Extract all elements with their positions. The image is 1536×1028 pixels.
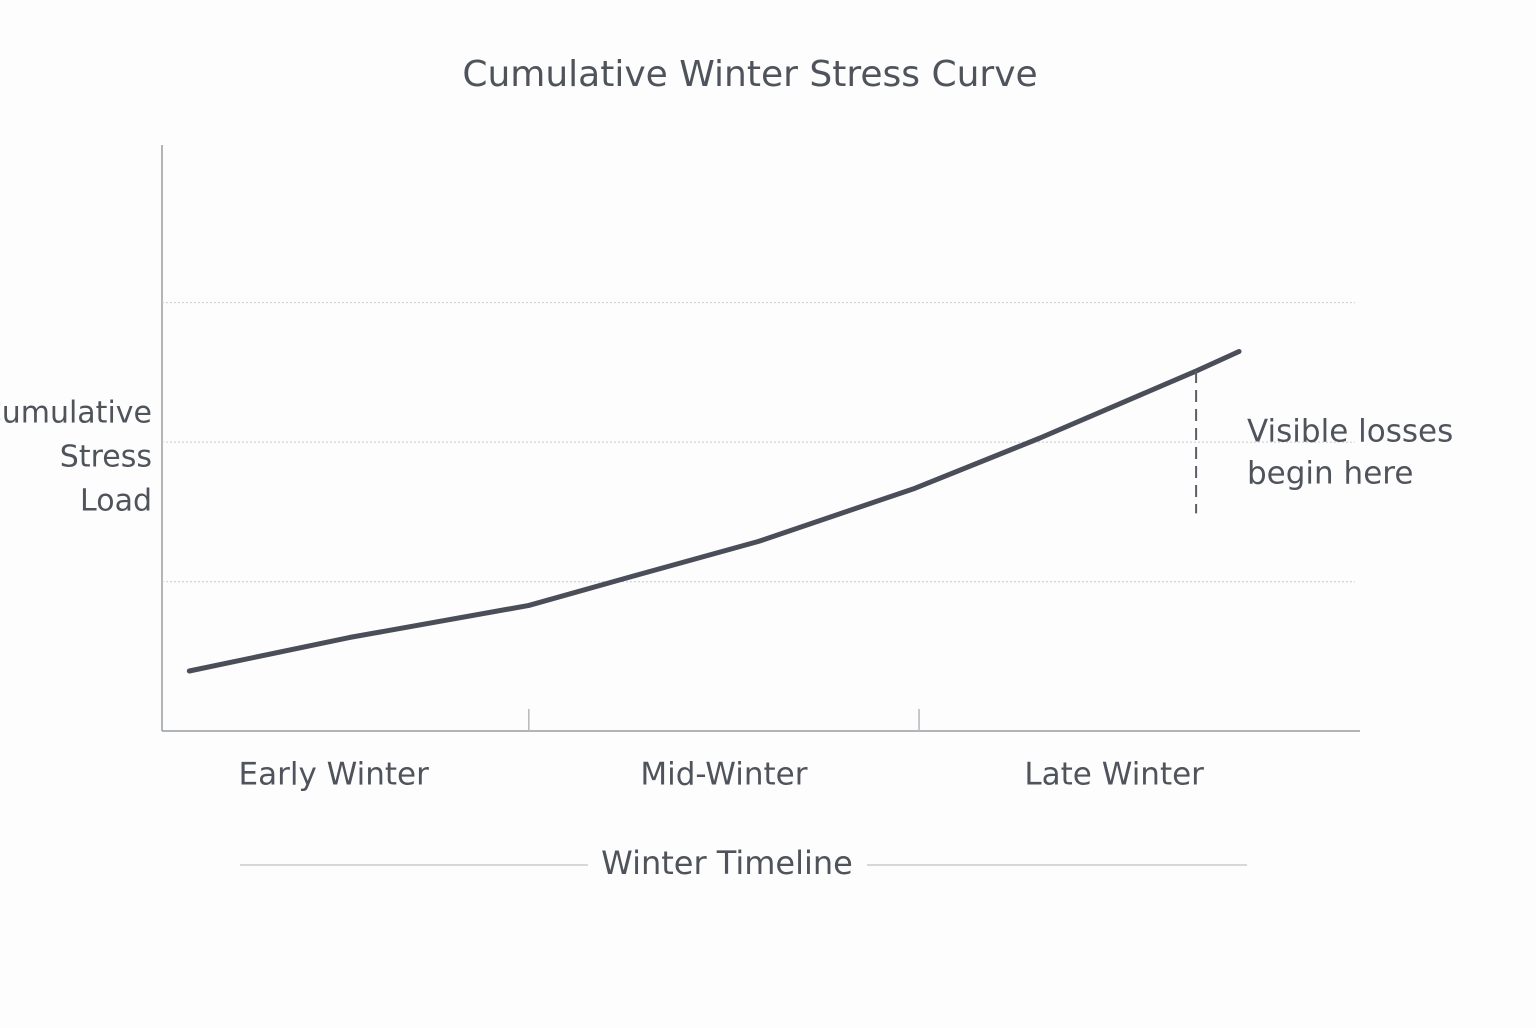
y-axis-title: Stress — [60, 440, 152, 475]
annotation-text: begin here — [1247, 456, 1413, 492]
annotation-text: Visible losses — [1247, 414, 1453, 450]
line — [186, 348, 1242, 674]
x-tick-label: Early Winter — [239, 757, 430, 793]
x-tick-label: Mid-Winter — [640, 757, 807, 793]
x-axis-title: Winter Timeline — [601, 844, 853, 882]
y-axis-title: Cumulative — [0, 396, 152, 431]
y-axis-title: Load — [80, 484, 152, 519]
chart-title: Cumulative Winter Stress Curve — [462, 54, 1037, 95]
x-tick-label: Late Winter — [1024, 757, 1204, 793]
